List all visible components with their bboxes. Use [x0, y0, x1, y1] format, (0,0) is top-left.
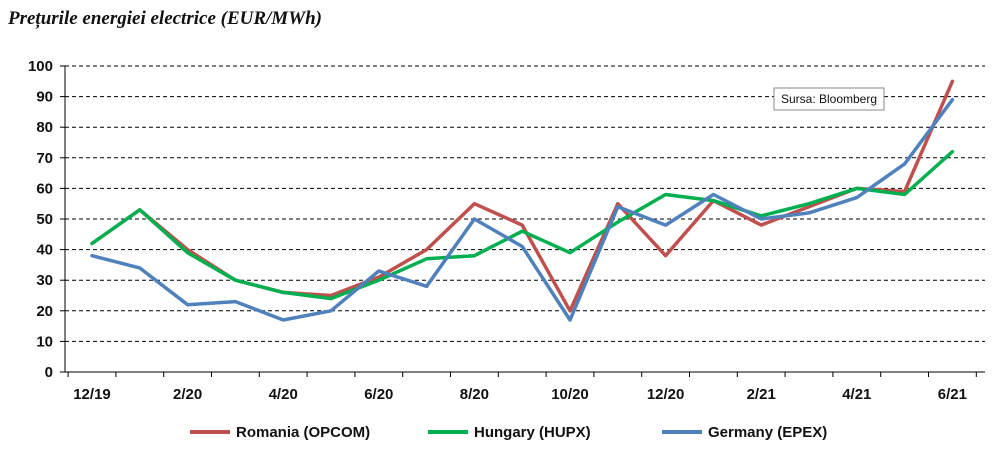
series-line-2 — [90, 149, 955, 301]
y-tick-label: 70 — [36, 150, 53, 167]
x-tick-label: 2/21 — [747, 386, 776, 403]
series-lines — [90, 79, 955, 322]
x-tick-label: 6/20 — [364, 386, 393, 403]
y-tick-label: 80 — [36, 119, 53, 136]
y-tick-label: 30 — [36, 272, 53, 289]
y-tick-label: 100 — [28, 58, 53, 75]
y-tick-label: 10 — [36, 333, 53, 350]
y-tick-label: 20 — [36, 303, 53, 320]
x-tick-label: 12/19 — [73, 386, 111, 403]
x-tick-label: 2/20 — [173, 386, 202, 403]
x-tick-label: 8/20 — [460, 386, 489, 403]
x-tick-label: 4/20 — [269, 386, 298, 403]
legend: Romania (OPCOM) Hungary (HUPX) Germany (EP… — [190, 424, 827, 441]
annotation-box — [773, 87, 885, 111]
source-annotation: Sursa: Bloomberg — [773, 87, 885, 111]
legend-label: Germany (EPEX) — [708, 424, 827, 441]
y-tick-label: 0 — [45, 364, 53, 381]
chart-title: Prețurile energiei electrice (EUR/MWh) — [8, 8, 322, 29]
annotation-text: Sursa: Bloomberg — [781, 92, 877, 106]
x-tick-label: 6/21 — [938, 386, 967, 403]
y-axis: 0 10 20 30 40 50 60 70 80 90 100 — [28, 58, 66, 381]
x-tick-label: 10/20 — [551, 386, 589, 403]
legend-label: Romania (OPCOM) — [236, 424, 370, 441]
series-line-3 — [90, 97, 955, 322]
y-tick-label: 90 — [36, 89, 53, 106]
series-line-1 — [90, 79, 955, 313]
y-tick-label: 40 — [36, 242, 53, 259]
x-tick-label: 12/20 — [647, 386, 685, 403]
legend-label: Hungary (HUPX) — [474, 424, 591, 441]
y-tick-label: 60 — [36, 180, 53, 197]
x-tick-label: 4/21 — [842, 386, 871, 403]
y-tick-label: 50 — [36, 211, 53, 228]
x-axis: 12/19 2/20 4/20 6/20 8/20 10/20 12/20 2/21 4/21 6… — [65, 371, 985, 403]
